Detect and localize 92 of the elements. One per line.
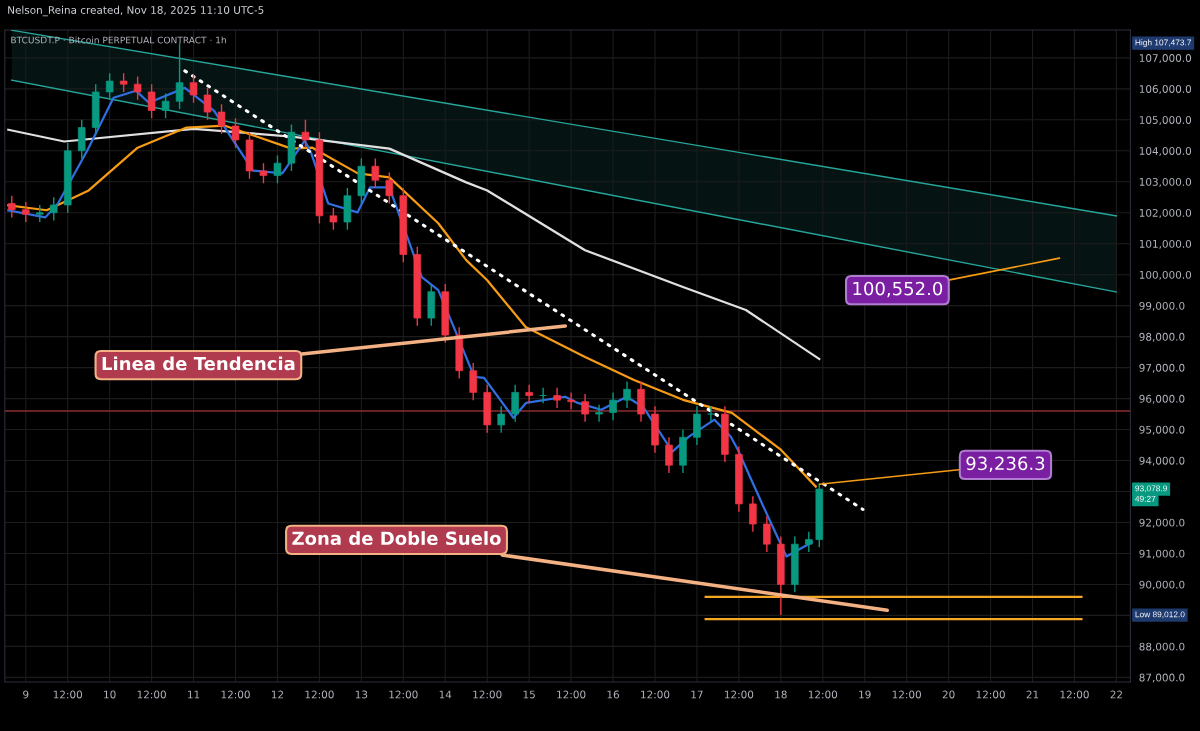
candlestick	[189, 74, 198, 104]
candlestick	[147, 83, 156, 119]
candlestick	[581, 393, 589, 423]
y-tick-label: 107,000.0	[1139, 54, 1192, 64]
y-tick-label: 91,000.0	[1139, 549, 1185, 559]
x-tick-label: 21	[1026, 690, 1039, 699]
annotation: Linea de Tendencia	[102, 356, 295, 371]
candlestick	[133, 75, 142, 101]
candlestick	[105, 72, 114, 101]
x-tick-label: 16	[607, 690, 620, 699]
annotation: 93,236.3	[966, 456, 1045, 472]
candlestick	[77, 119, 86, 160]
x-tick-label: 12:00	[641, 690, 670, 699]
x-tick-label: 12:00	[221, 690, 250, 699]
y-tick-label: 101,000.0	[1139, 239, 1192, 249]
candlestick	[623, 380, 631, 409]
y-tick-label: 90,000.0	[1139, 580, 1185, 590]
candlestick	[469, 362, 477, 401]
y-tick-label: 102,000.0	[1139, 208, 1192, 218]
candlestick	[609, 391, 617, 421]
candlestick	[763, 515, 771, 553]
candlestick	[693, 405, 701, 446]
y-tick-label: 100,000.0	[1139, 270, 1192, 280]
candlestick	[49, 196, 58, 222]
y-tick-label: 95,000.0	[1139, 425, 1185, 435]
y-tick-label: 92,000.0	[1139, 518, 1185, 528]
annotation: 100,552.0	[853, 281, 943, 298]
x-tick-label: 17	[691, 690, 703, 699]
x-tick-label: 12:00	[473, 690, 502, 699]
x-tick-label: 20	[942, 690, 955, 699]
chart-title: Nelson_Reina created, Nov 18, 2025 11:10 UTC-5	[8, 5, 264, 17]
text: BTCUSDT.P · Bitcoin PERPETUAL CONTRACT · 1h	[11, 36, 226, 44]
candlestick	[259, 162, 268, 184]
x-tick-label: 12:00	[725, 690, 754, 699]
candlestick	[175, 42, 184, 110]
x-tick-label: 12:00	[1060, 690, 1089, 699]
x-tick-label: 12:00	[808, 690, 838, 699]
y-tick-label: 106,000.0	[1139, 85, 1192, 94]
candlestick	[217, 103, 226, 135]
candlestick	[329, 207, 338, 231]
y-tick-label: 104,000.0	[1139, 147, 1192, 156]
y-tick-label: 105,000.0	[1139, 116, 1192, 125]
y-tick-label: 88,000.0	[1139, 642, 1185, 652]
y-tick-label: 96,000.0	[1139, 394, 1185, 404]
candlestick	[385, 171, 394, 205]
candlestick	[707, 405, 715, 423]
candlestick	[511, 383, 519, 423]
x-tick-label: 11	[188, 690, 200, 699]
candlestick	[273, 154, 282, 184]
x-tick-label: 19	[859, 690, 871, 699]
x-tick-label: 12:00	[137, 690, 166, 699]
candlestick	[161, 92, 170, 119]
candlestick	[119, 72, 128, 93]
x-tick-label: 18	[775, 690, 787, 699]
text: 93,078.9	[1135, 485, 1167, 493]
y-tick-label: 99,000.0	[1139, 301, 1185, 311]
candlestick	[749, 495, 757, 533]
y-tick-label: 98,000.0	[1139, 332, 1185, 342]
candlestick	[567, 391, 575, 411]
x-tick-label: 22	[1110, 690, 1122, 699]
text: Low 89,012.0	[1135, 611, 1185, 619]
x-tick-label: 9	[23, 690, 29, 699]
candlestick	[805, 531, 813, 553]
x-tick-label: 12:00	[305, 690, 334, 699]
candlestick	[371, 157, 380, 189]
x-tick-label: 12:00	[557, 690, 586, 699]
text: High 107,473.7	[1135, 39, 1192, 48]
candlestick	[497, 405, 505, 434]
candlestick	[595, 404, 603, 423]
text: 49:27	[1135, 495, 1156, 502]
x-tick-label: 12:00	[976, 690, 1005, 699]
x-tick-label: 15	[523, 690, 535, 699]
candlestick	[22, 201, 30, 223]
x-tick-label: 12:00	[53, 690, 83, 699]
x-tick-label: 14	[439, 690, 452, 699]
y-tick-label: 97,000.0	[1139, 363, 1185, 373]
candlestick	[203, 86, 212, 121]
y-tick-label: 94,000.0	[1139, 456, 1185, 466]
candlestick	[665, 436, 673, 474]
candlestick	[231, 117, 240, 149]
candlestick	[8, 194, 16, 219]
x-tick-label: 10	[104, 690, 116, 699]
y-tick-label: 103,000.0	[1139, 177, 1192, 187]
candlestick	[525, 383, 533, 404]
candlestick	[553, 387, 561, 409]
x-tick-label: 12:00	[389, 690, 418, 699]
annotation: Zona de Doble Suelo	[292, 531, 501, 546]
x-tick-label: 12:00	[892, 690, 921, 699]
candlestick	[301, 119, 310, 149]
x-tick-label: 12	[271, 690, 284, 699]
y-tick-label: 87,000.0	[1139, 673, 1185, 683]
x-tick-label: 13	[355, 690, 368, 699]
